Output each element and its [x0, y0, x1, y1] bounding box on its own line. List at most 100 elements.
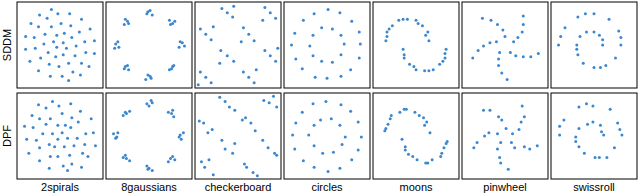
point	[619, 44, 622, 47]
point	[575, 48, 578, 51]
point	[483, 135, 486, 138]
point	[168, 68, 171, 71]
point	[43, 33, 46, 36]
point	[128, 159, 131, 162]
point	[385, 31, 388, 34]
point	[263, 49, 266, 52]
point	[313, 166, 316, 169]
point	[233, 109, 236, 112]
point	[57, 104, 60, 107]
point	[269, 11, 272, 14]
plot-background	[17, 93, 103, 179]
point	[171, 65, 174, 68]
point	[506, 78, 509, 81]
point	[594, 156, 597, 159]
point	[330, 117, 333, 120]
point	[522, 55, 525, 58]
point	[536, 144, 539, 147]
point	[116, 40, 119, 43]
figure: SDDMDPF2spirals8gaussianscheckerboardcir…	[0, 0, 640, 196]
point	[593, 66, 596, 69]
point	[490, 19, 493, 22]
point	[413, 111, 416, 114]
point	[583, 152, 586, 155]
point	[500, 71, 503, 74]
point	[357, 148, 360, 151]
point	[444, 56, 447, 59]
point	[84, 132, 87, 135]
point	[80, 18, 83, 21]
point	[591, 104, 594, 107]
point	[426, 31, 429, 34]
point	[226, 11, 229, 14]
point	[79, 110, 82, 113]
point	[48, 63, 51, 66]
point	[339, 34, 342, 37]
point	[62, 53, 65, 56]
point	[171, 155, 174, 158]
point	[389, 117, 392, 120]
panel	[106, 93, 192, 179]
point	[402, 18, 405, 21]
point	[256, 174, 259, 177]
point	[274, 17, 277, 20]
point	[151, 13, 154, 16]
point	[327, 8, 330, 11]
point	[441, 60, 444, 63]
point	[146, 168, 149, 171]
point	[48, 167, 51, 170]
point	[24, 48, 27, 51]
point	[210, 81, 213, 84]
point	[231, 152, 234, 155]
point	[431, 158, 434, 161]
point	[407, 153, 410, 156]
point	[416, 158, 419, 161]
point	[576, 53, 579, 56]
point	[312, 54, 315, 57]
point	[71, 70, 74, 73]
point	[327, 170, 330, 173]
point	[601, 44, 604, 47]
point	[204, 76, 207, 79]
point	[232, 5, 235, 8]
point	[57, 65, 60, 68]
panel	[17, 93, 103, 179]
point	[294, 57, 297, 60]
point	[207, 158, 210, 161]
point	[501, 28, 504, 31]
point	[179, 40, 182, 43]
point	[127, 22, 130, 25]
point	[360, 136, 363, 139]
points	[291, 100, 363, 173]
point	[49, 155, 52, 158]
point	[145, 102, 148, 105]
plot-frame	[462, 2, 548, 88]
point	[602, 133, 605, 136]
point	[326, 77, 329, 80]
point	[582, 62, 585, 65]
plot-background	[106, 93, 192, 179]
point	[38, 159, 41, 162]
point	[148, 104, 151, 107]
point	[424, 34, 427, 37]
point	[521, 104, 524, 107]
point	[558, 133, 561, 136]
point	[122, 156, 125, 159]
point	[332, 151, 335, 154]
point	[559, 35, 562, 38]
point	[29, 22, 32, 25]
plot-background	[195, 93, 281, 179]
point	[293, 32, 296, 35]
point	[24, 35, 27, 38]
point	[32, 126, 35, 129]
plot-frame	[373, 2, 459, 88]
point	[112, 132, 115, 135]
point	[233, 142, 236, 145]
point	[69, 126, 72, 129]
point	[35, 139, 38, 142]
point	[497, 64, 500, 67]
panel	[373, 2, 459, 88]
point	[585, 102, 588, 105]
point	[343, 42, 346, 45]
point	[432, 68, 435, 71]
